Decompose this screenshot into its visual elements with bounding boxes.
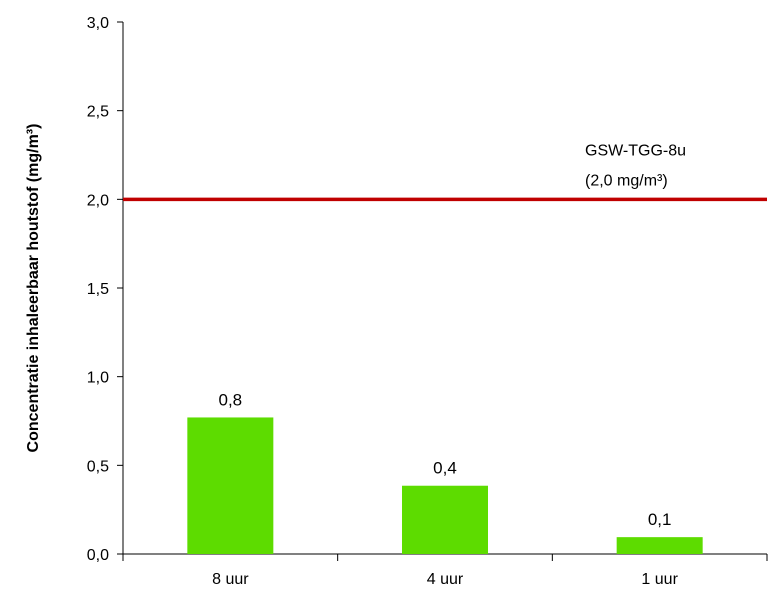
reference-line-group: GSW-TGG-8u (2,0 mg/m³) xyxy=(123,142,767,202)
y-tick-label: 1,5 xyxy=(87,281,109,298)
bar-1 xyxy=(187,417,274,554)
y-tick-label: 1,0 xyxy=(87,370,109,387)
reference-line-label: GSW-TGG-8u xyxy=(585,142,686,159)
x-tick-label: 4 uur xyxy=(427,571,464,588)
data-label: 0,8 xyxy=(219,390,243,409)
y-tick-label: 0,5 xyxy=(87,458,109,475)
x-tick-label: 1 uur xyxy=(641,571,678,588)
y-axis-label: Concentratie inhaleerbaar houtstof (mg/m… xyxy=(25,124,42,453)
bar-2 xyxy=(402,485,488,554)
y-tick-label: 0,0 xyxy=(87,547,109,564)
y-tick-label: 3,0 xyxy=(87,15,109,32)
reference-line-value-label: (2,0 mg/m³) xyxy=(585,172,668,189)
bars: 0,8 8 uur 0,4 4 uur 0,1 1 uur xyxy=(187,390,703,588)
x-tick-label: 8 uur xyxy=(212,571,249,588)
data-label: 0,1 xyxy=(648,510,672,529)
data-label: 0,4 xyxy=(433,459,457,478)
bar-3 xyxy=(616,537,703,554)
y-tick-label: 2,0 xyxy=(87,192,109,209)
y-tick-label: 2,5 xyxy=(87,104,109,121)
